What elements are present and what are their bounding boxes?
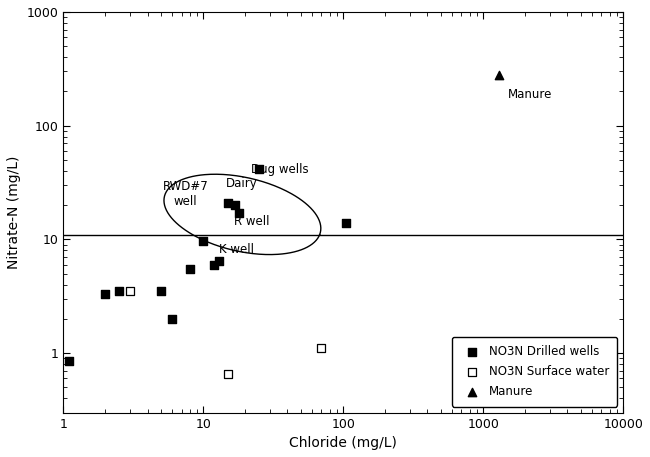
Text: K well: K well (219, 243, 254, 256)
NO3N Drilled wells (114, 287, 124, 295)
Text: R well: R well (233, 215, 269, 228)
NO3N Surface water (125, 287, 135, 295)
NO3N Drilled wells (156, 287, 166, 295)
NO3N Surface water (223, 371, 233, 378)
NO3N Drilled wells (230, 202, 240, 209)
NO3N Drilled wells (214, 257, 224, 264)
NO3N Surface water (317, 345, 327, 352)
NO3N Drilled wells (234, 210, 244, 217)
Legend: NO3N Drilled wells, NO3N Surface water, Manure: NO3N Drilled wells, NO3N Surface water, … (452, 337, 618, 407)
NO3N Drilled wells (223, 199, 233, 207)
NO3N Drilled wells (100, 291, 110, 298)
NO3N Drilled wells (209, 261, 220, 268)
NO3N Drilled wells (64, 357, 74, 365)
NO3N Drilled wells (254, 165, 264, 172)
Text: Dairy: Dairy (226, 177, 257, 191)
Text: RWD#7
well: RWD#7 well (163, 180, 209, 208)
Text: Dug wells: Dug wells (251, 163, 309, 176)
NO3N Drilled wells (198, 237, 209, 244)
NO3N Drilled wells (167, 315, 177, 323)
NO3N Drilled wells (185, 266, 195, 273)
Text: Manure: Manure (508, 88, 552, 101)
NO3N Drilled wells (341, 219, 352, 227)
Manure (494, 71, 504, 79)
Y-axis label: Nitrate-N (mg/L): Nitrate-N (mg/L) (7, 155, 21, 269)
X-axis label: Chloride (mg/L): Chloride (mg/L) (289, 436, 397, 450)
